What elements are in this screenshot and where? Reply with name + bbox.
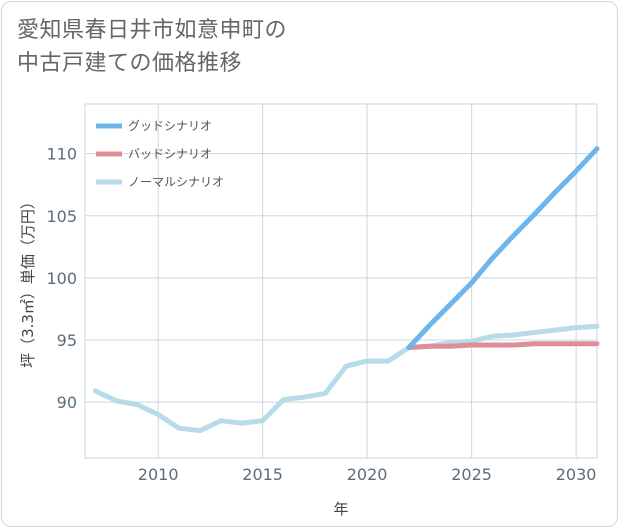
series-line-good [406,146,600,350]
x-tick-label: 2015 [242,465,283,484]
x-tick-label: 2030 [556,465,597,484]
chart-title: 愛知県春日井市如意申町の 中古戸建ての価格推移 [17,14,287,80]
y-axis-label: 坪（3.3㎡）単価（万円） [19,194,37,368]
series-lines [92,146,600,434]
y-tick-label: 110 [46,145,77,164]
y-tick-label: 90 [57,393,77,412]
y-tick-label: 105 [46,207,77,226]
x-tick-label: 2020 [347,465,388,484]
chart-title-line-2: 中古戸建ての価格推移 [17,51,243,76]
axis-ticks: 2010 2015 2020 2025 2030 90 95 100 105 110 [46,145,596,484]
legend-label: バッドシナリオ [128,147,212,161]
x-tick-label: 2025 [451,465,492,484]
x-axis-label: 年 [333,500,348,518]
chart-title-line-1: 愛知県春日井市如意申町の [17,18,288,43]
series-line-bad [406,341,600,350]
x-tick-label: 2010 [138,465,179,484]
grid-lines [84,103,598,459]
legend-label: ノーマルシナリオ [128,175,224,189]
legend-label: グッドシナリオ [128,119,212,133]
series-line-normal [92,323,600,434]
y-tick-label: 95 [57,331,77,350]
plot-area [84,103,598,459]
y-tick-label: 100 [46,269,77,288]
